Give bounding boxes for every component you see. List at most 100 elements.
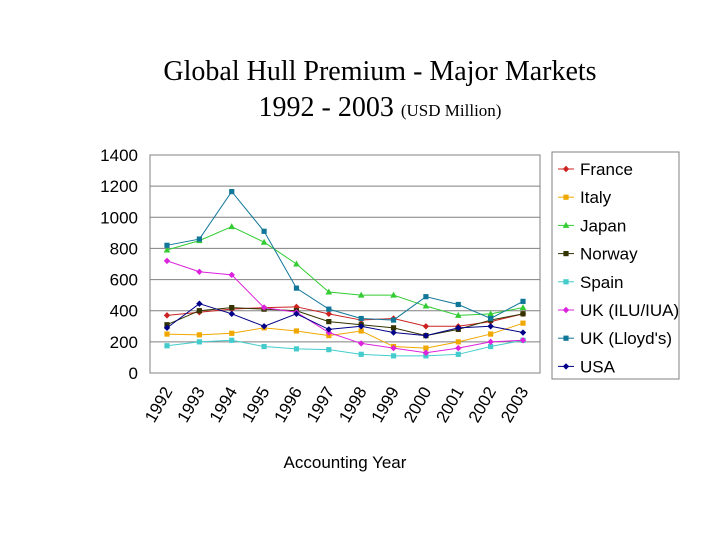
data-point [163, 246, 171, 253]
data-point [163, 312, 171, 319]
data-point [488, 331, 494, 337]
data-point [487, 310, 494, 317]
legend-swatch-marker [562, 306, 570, 314]
x-tick-label: 1992 [141, 384, 176, 426]
data-point [293, 285, 300, 291]
series-lines [163, 188, 527, 359]
data-point [196, 268, 203, 275]
data-point [423, 294, 429, 300]
x-tick-label: 1998 [335, 384, 370, 426]
data-point [260, 323, 268, 330]
series-line-usa [166, 303, 524, 337]
legend: France Italy Japan Norway Spain UK (ILU/IUA) U… [551, 151, 680, 380]
x-tick-label: 1995 [238, 384, 273, 426]
data-point [488, 343, 494, 350]
data-point [422, 302, 430, 309]
legend-item-spain: Spain [558, 273, 623, 292]
legend-item-uk-ilu-iua: UK (ILU/IUA) [558, 301, 679, 320]
data-point [326, 319, 332, 325]
series-line-japan [166, 226, 524, 316]
data-point [229, 337, 235, 343]
data-point [357, 291, 365, 298]
data-point [293, 260, 300, 267]
data-point [163, 324, 171, 332]
chart-subtitle: 1992 - 2003 (USD Million) [0, 92, 720, 124]
data-point [357, 323, 365, 330]
data-point [455, 344, 462, 352]
data-point [455, 301, 461, 308]
legend-swatch-marker [563, 251, 569, 257]
data-point [487, 338, 494, 346]
data-point [358, 328, 364, 334]
legend-label: USA [580, 357, 616, 376]
data-point [422, 349, 430, 356]
data-point [164, 331, 170, 337]
data-point [196, 300, 203, 307]
series-japan [163, 223, 527, 318]
legend-item-norway: Norway [558, 245, 638, 264]
chart-year-range: 1992 - 2003 [258, 92, 394, 123]
series-line-france [166, 306, 524, 327]
x-axis-label: Accounting Year [284, 453, 407, 472]
data-point [455, 351, 461, 357]
legend-item-italy: Italy [558, 188, 612, 207]
legend-label: France [580, 160, 633, 179]
data-point [325, 288, 333, 295]
data-point [164, 242, 170, 248]
data-point [390, 291, 397, 298]
y-axis-ticks: 0 200 400 600 800 1000 1200 1400 [100, 146, 138, 383]
y-tick-label: 800 [110, 239, 138, 258]
legend-swatch-marker [563, 279, 569, 285]
legend-swatch-marker [563, 335, 569, 341]
data-point [454, 311, 462, 318]
series-line-spain [166, 339, 524, 357]
data-point [357, 340, 365, 347]
data-point [228, 310, 235, 318]
series-line-norway [166, 307, 524, 337]
x-tick-label: 1997 [303, 384, 338, 426]
y-tick-label: 1400 [100, 146, 138, 165]
data-point [229, 188, 235, 195]
series-usa [163, 300, 527, 339]
data-point [390, 353, 397, 359]
data-point [261, 228, 267, 234]
legend-label: UK (Lloyd's) [580, 329, 672, 348]
data-point [229, 330, 235, 336]
legend-swatch-marker [562, 165, 570, 173]
data-point [358, 315, 364, 322]
gridlines [150, 185, 540, 343]
series-spain [164, 337, 526, 359]
legend-item-japan: Japan [558, 216, 626, 235]
series-line-italy [166, 322, 524, 349]
legend-label: Italy [580, 188, 612, 207]
data-point [261, 343, 267, 350]
data-point [390, 317, 397, 323]
data-point [260, 304, 268, 311]
data-point [390, 329, 397, 336]
plot-area-frame [149, 154, 541, 374]
legend-item-france: France [558, 160, 633, 179]
data-point [326, 306, 332, 312]
data-point [390, 325, 397, 331]
legend-label: Japan [580, 216, 626, 235]
chart-unit-label: (USD Million) [400, 101, 502, 120]
data-point [326, 347, 332, 353]
data-point [519, 329, 527, 336]
data-point [196, 308, 202, 314]
data-point [358, 351, 364, 357]
y-tick-label: 1200 [100, 177, 138, 196]
x-tick-label: 2001 [432, 384, 467, 426]
legend-label: UK (ILU/IUA) [580, 301, 679, 320]
data-point [196, 339, 202, 345]
x-tick-label: 2002 [465, 384, 500, 426]
x-tick-label: 1994 [206, 384, 241, 426]
data-point [520, 311, 526, 317]
data-point [519, 304, 527, 311]
data-point [293, 328, 300, 334]
x-tick-label: 2000 [400, 384, 435, 426]
legend-label: Spain [580, 273, 623, 292]
data-point [164, 343, 170, 349]
chart-title: Global Hull Premium - Major Markets [163, 56, 597, 87]
data-point [520, 298, 526, 304]
data-point [325, 326, 333, 333]
